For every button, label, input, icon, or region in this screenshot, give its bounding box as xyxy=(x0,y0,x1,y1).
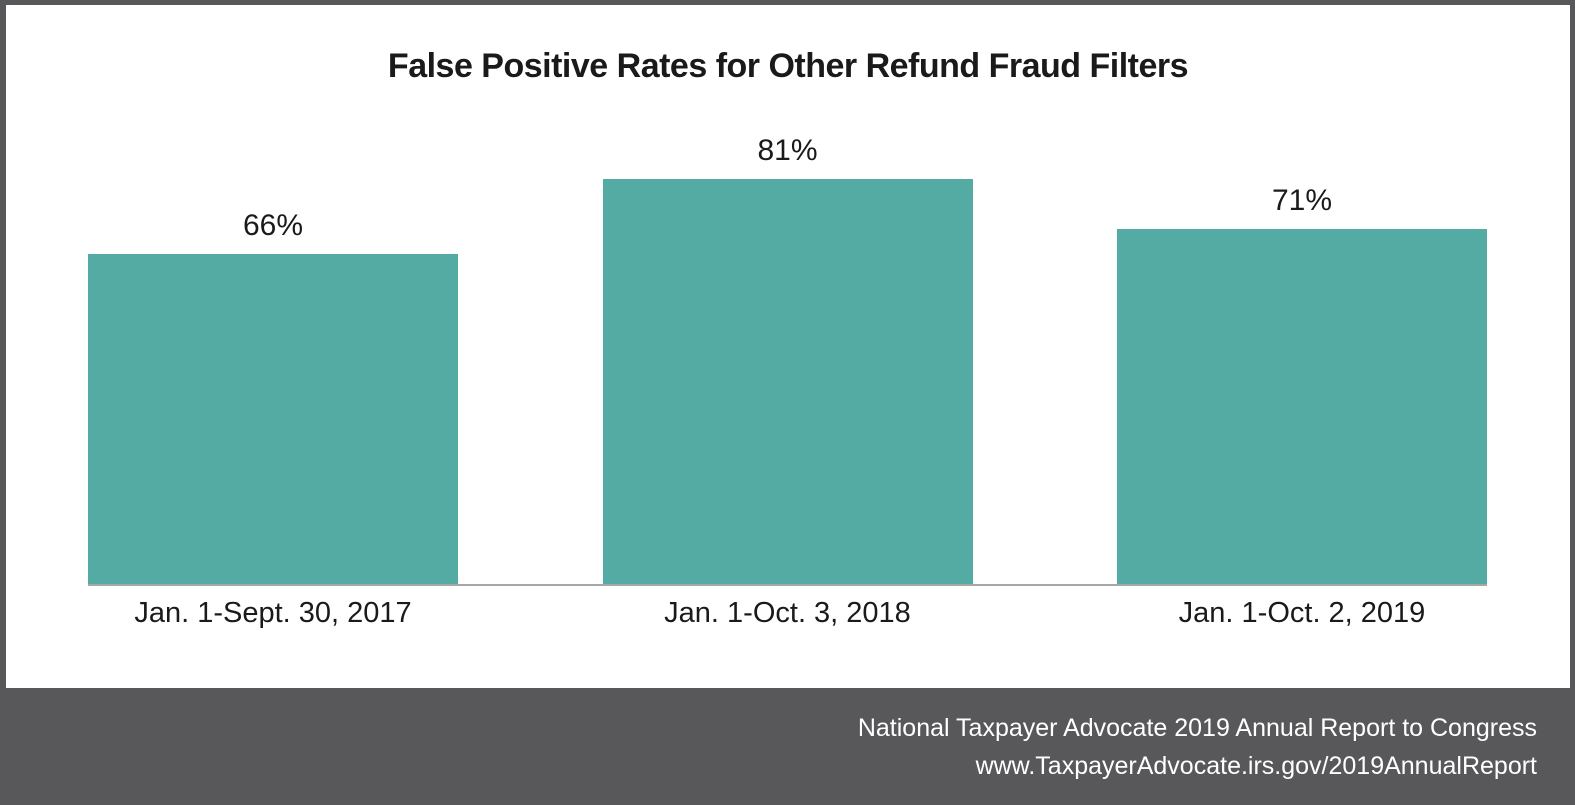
x-axis-label: Jan. 1-Oct. 3, 2018 xyxy=(664,597,911,629)
footer-source-line: National Taxpayer Advocate 2019 Annual R… xyxy=(857,713,1537,742)
bar xyxy=(602,179,973,584)
bar xyxy=(88,254,458,584)
bar-column: 66% xyxy=(88,209,458,584)
bar-column: 81% xyxy=(602,134,973,584)
bar xyxy=(1117,229,1487,584)
bar-value-label: 71% xyxy=(1271,184,1333,217)
bar-value-label: 81% xyxy=(757,134,818,167)
chart-title: False Positive Rates for Other Refund Fr… xyxy=(387,47,1189,85)
footer-url-line: www.TaxpayerAdvocate.irs.gov/2019AnnualR… xyxy=(975,751,1537,780)
x-axis-label: Jan. 1-Sept. 30, 2017 xyxy=(134,597,412,629)
plot-area: 66% 81% 71% xyxy=(88,5,1487,586)
bar-column: 71% xyxy=(1117,184,1487,584)
x-axis-labels: Jan. 1-Sept. 30, 2017 Jan. 1-Oct. 3, 2018… xyxy=(88,597,1487,630)
bar-value-label: 66% xyxy=(242,209,304,242)
footer: National Taxpayer Advocate 2019 Annual R… xyxy=(6,688,1570,805)
x-axis-label: Jan. 1-Oct. 2, 2019 xyxy=(1178,597,1426,629)
